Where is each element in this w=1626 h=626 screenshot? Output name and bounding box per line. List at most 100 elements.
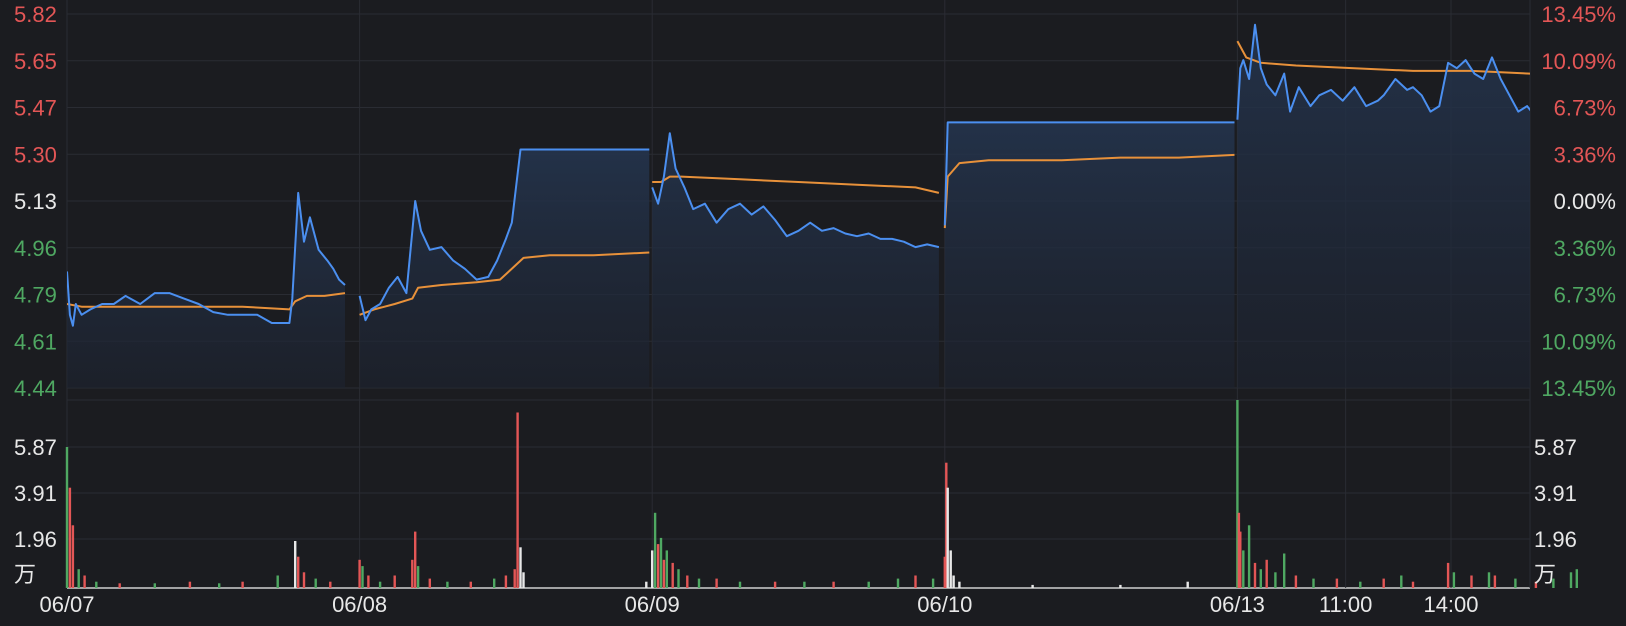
price-line-day-1[interactable] — [358, 148, 650, 322]
volume-bar[interactable] — [1237, 512, 1241, 588]
volume-bar[interactable] — [659, 537, 663, 588]
volume-bar[interactable] — [1534, 581, 1538, 588]
average-price-line-day-3[interactable] — [943, 153, 1235, 229]
volume-bar[interactable] — [943, 556, 946, 588]
volume-bar[interactable] — [361, 566, 364, 588]
volume-bar[interactable] — [656, 544, 660, 588]
volume-bar[interactable] — [516, 412, 519, 589]
volume-bar[interactable] — [276, 575, 279, 589]
average-price-line-day-2[interactable] — [652, 175, 940, 194]
volume-bar[interactable] — [218, 583, 221, 588]
volume-bar[interactable] — [1470, 575, 1473, 589]
volume-bar[interactable] — [665, 550, 668, 588]
volume-bar[interactable] — [945, 462, 948, 588]
volume-bar[interactable] — [493, 578, 496, 588]
volume-bar[interactable] — [414, 531, 417, 588]
average-price-line-day-4[interactable] — [1236, 40, 1576, 79]
volume-bar[interactable] — [1411, 581, 1415, 588]
volume-bar[interactable] — [314, 578, 317, 588]
volume-bar[interactable] — [1119, 584, 1122, 588]
volume-bar[interactable] — [469, 581, 472, 588]
volume-bar[interactable] — [867, 581, 870, 588]
volume-bar[interactable] — [1247, 525, 1251, 588]
volume-bar[interactable] — [949, 550, 952, 588]
volume-bar[interactable] — [504, 575, 508, 589]
volume-bar[interactable] — [952, 575, 955, 589]
volume-bar[interactable] — [896, 578, 900, 588]
price-line-day-0[interactable] — [67, 191, 346, 327]
volume-bar[interactable] — [697, 578, 701, 588]
volume-bar[interactable] — [738, 581, 742, 588]
volume-bar[interactable] — [653, 512, 657, 588]
volume-bar[interactable] — [946, 487, 949, 588]
volume-bar[interactable] — [1283, 553, 1286, 589]
volume-bar[interactable] — [294, 541, 297, 588]
volume-bar[interactable] — [715, 578, 718, 588]
volume-bar[interactable] — [1359, 581, 1362, 588]
volume-bar[interactable] — [645, 581, 648, 588]
volume-bar[interactable] — [411, 559, 414, 588]
volume-bar[interactable] — [428, 578, 431, 588]
volume-bar[interactable] — [1569, 572, 1573, 588]
volume-bar[interactable] — [1239, 531, 1242, 588]
volume-bar[interactable] — [686, 575, 689, 589]
volume-bar[interactable] — [329, 581, 332, 588]
volume-bar[interactable] — [931, 578, 935, 588]
volume-bar[interactable] — [1186, 581, 1189, 588]
volume-bar[interactable] — [83, 575, 86, 589]
volume-bar[interactable] — [378, 581, 382, 588]
volume-bar[interactable] — [416, 566, 420, 588]
volume-bar[interactable] — [367, 575, 370, 589]
volume-bar[interactable] — [1487, 572, 1491, 588]
volume-bar[interactable] — [71, 525, 75, 588]
volume-bar[interactable] — [68, 487, 72, 588]
volume-bar[interactable] — [519, 547, 522, 588]
volume-bar[interactable] — [914, 575, 917, 589]
volume-bar[interactable] — [832, 581, 835, 588]
price-line-day-4[interactable] — [1236, 23, 1576, 142]
volume-bar[interactable] — [358, 559, 361, 588]
volume-bar[interactable] — [1446, 562, 1450, 588]
volume-bar[interactable] — [1514, 578, 1517, 588]
price-line-day-2[interactable] — [651, 132, 940, 249]
volume-bar[interactable] — [1335, 578, 1339, 588]
volume-bar[interactable] — [1236, 400, 1239, 588]
volume-bar[interactable] — [1294, 575, 1298, 589]
volume-bar[interactable] — [65, 447, 69, 588]
volume-bar[interactable] — [958, 581, 961, 588]
volume-bar[interactable] — [1493, 575, 1497, 589]
volume-bar[interactable] — [651, 550, 654, 588]
volume-bar[interactable] — [1552, 578, 1555, 588]
volume-bar[interactable] — [773, 581, 777, 588]
volume-bar[interactable] — [662, 559, 666, 588]
volume-bar[interactable] — [393, 575, 396, 589]
volume-bar[interactable] — [671, 562, 674, 588]
volume-bar[interactable] — [1031, 584, 1034, 588]
volume-bar[interactable] — [1312, 578, 1315, 588]
volume-bar[interactable] — [446, 581, 449, 588]
price-line-day-3[interactable] — [943, 121, 1235, 226]
volume-bar[interactable] — [803, 581, 806, 588]
volume-bar[interactable] — [241, 581, 244, 588]
volume-bar[interactable] — [1259, 569, 1262, 588]
volume-bar[interactable] — [1452, 572, 1456, 588]
volume-bar[interactable] — [118, 583, 121, 588]
average-price-line-day-1[interactable] — [359, 251, 650, 316]
volume-bar[interactable] — [522, 572, 525, 588]
volume-bar[interactable] — [513, 569, 516, 588]
volume-bar[interactable] — [1253, 562, 1257, 588]
volume-bar[interactable] — [95, 581, 98, 588]
average-price-line-day-0[interactable] — [67, 292, 346, 311]
volume-bar[interactable] — [677, 569, 680, 588]
volume-bar[interactable] — [1265, 559, 1268, 588]
volume-bar[interactable] — [188, 581, 192, 588]
volume-bar[interactable] — [1400, 575, 1403, 589]
volume-bar[interactable] — [1382, 578, 1385, 588]
volume-bar[interactable] — [1575, 569, 1578, 588]
volume-bar[interactable] — [297, 556, 300, 588]
volume-bar[interactable] — [153, 583, 156, 588]
volume-bar[interactable] — [1274, 572, 1277, 588]
volume-bar[interactable] — [1242, 550, 1245, 588]
